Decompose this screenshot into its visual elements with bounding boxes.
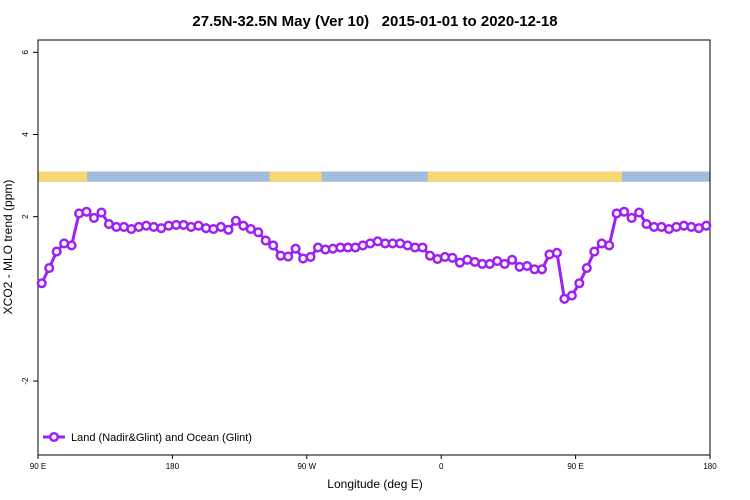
data-point xyxy=(260,235,271,246)
legend-marker xyxy=(48,431,60,443)
x-axis-label: Longitude (deg E) xyxy=(327,477,422,491)
data-point xyxy=(604,240,615,251)
data-point xyxy=(589,246,600,257)
chart-title: 27.5N-32.5N May (Ver 10) 2015-01-01 to 2… xyxy=(192,13,557,30)
data-point xyxy=(253,227,264,238)
data-point xyxy=(701,220,712,231)
land-band xyxy=(269,171,322,182)
data-point xyxy=(551,247,562,258)
x-tick-label: 90 E xyxy=(567,462,583,471)
y-axis-label: XCO2 - MLO trend (ppm) xyxy=(1,180,15,315)
legend-label: Land (Nadir&Glint) and Ocean (Glint) xyxy=(71,432,252,444)
y-tick-label: 6 xyxy=(21,50,30,55)
y-tick-label: 4 xyxy=(21,132,30,137)
data-point xyxy=(44,262,55,274)
data-point xyxy=(88,212,100,223)
data-point xyxy=(223,224,234,235)
land-band xyxy=(427,171,622,182)
data-point xyxy=(36,278,47,289)
data-point xyxy=(283,251,294,262)
x-tick-label: 90 E xyxy=(30,462,46,471)
plot-frame xyxy=(37,39,711,456)
data-point xyxy=(66,240,77,251)
x-tick-label: 90 W xyxy=(297,462,316,471)
data-point xyxy=(499,258,510,269)
data-point xyxy=(51,246,62,257)
y-tick-label: 2 xyxy=(21,214,30,219)
data-point xyxy=(305,251,316,263)
data-point xyxy=(507,254,518,265)
data-point xyxy=(96,207,107,218)
data-point xyxy=(566,290,577,301)
data-point xyxy=(574,278,585,289)
x-tick-label: 0 xyxy=(439,462,444,471)
data-point xyxy=(81,206,92,217)
data-point xyxy=(447,252,458,263)
x-tick-label: 180 xyxy=(166,462,180,471)
data-point xyxy=(634,207,645,218)
x-tick-label: 180 xyxy=(703,462,717,471)
data-point xyxy=(290,243,301,254)
data-point xyxy=(230,215,241,226)
data-point xyxy=(417,242,428,253)
data-point xyxy=(581,262,592,274)
data-point xyxy=(619,206,630,217)
y-tick-label: -2 xyxy=(21,377,30,385)
data-point xyxy=(268,240,279,251)
data-point xyxy=(536,264,548,275)
ocean-band xyxy=(38,171,710,182)
land-band xyxy=(38,171,88,182)
data-point xyxy=(626,212,637,223)
